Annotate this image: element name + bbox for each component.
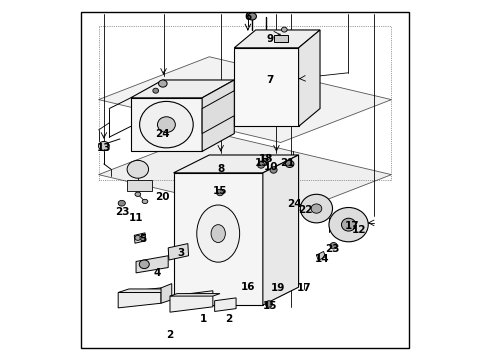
Ellipse shape	[217, 189, 223, 196]
Text: 1: 1	[200, 314, 208, 324]
Polygon shape	[98, 132, 392, 217]
Ellipse shape	[311, 204, 322, 213]
Text: 18: 18	[258, 154, 273, 163]
Ellipse shape	[270, 167, 277, 173]
Text: 21: 21	[281, 158, 295, 168]
Polygon shape	[131, 80, 234, 98]
Polygon shape	[298, 30, 320, 126]
Polygon shape	[173, 155, 298, 173]
Polygon shape	[202, 91, 234, 134]
Polygon shape	[234, 30, 320, 48]
Text: 20: 20	[156, 192, 170, 202]
Text: 24: 24	[155, 129, 170, 139]
Polygon shape	[273, 35, 288, 42]
Ellipse shape	[248, 13, 256, 20]
Polygon shape	[127, 180, 152, 191]
Ellipse shape	[140, 102, 193, 148]
Text: 19: 19	[270, 283, 285, 293]
Text: 17: 17	[345, 221, 360, 231]
Ellipse shape	[98, 141, 109, 151]
Ellipse shape	[330, 243, 337, 249]
Ellipse shape	[140, 235, 146, 240]
Text: 6: 6	[244, 13, 251, 22]
Text: 5: 5	[140, 234, 147, 244]
Polygon shape	[161, 284, 172, 303]
Ellipse shape	[266, 301, 272, 307]
Text: 14: 14	[315, 254, 329, 264]
Polygon shape	[263, 155, 298, 305]
Text: 10: 10	[264, 162, 278, 172]
Text: 11: 11	[129, 212, 143, 222]
Text: 3: 3	[177, 248, 184, 258]
Text: 16: 16	[241, 282, 255, 292]
Ellipse shape	[285, 160, 294, 167]
Polygon shape	[262, 154, 270, 161]
Text: 2: 2	[225, 314, 233, 324]
Polygon shape	[168, 244, 189, 260]
Polygon shape	[118, 288, 161, 308]
Polygon shape	[136, 256, 168, 273]
Ellipse shape	[142, 199, 148, 203]
Ellipse shape	[258, 162, 265, 168]
Polygon shape	[118, 289, 172, 293]
Text: 23: 23	[325, 244, 340, 253]
Polygon shape	[170, 291, 213, 312]
Text: 4: 4	[154, 268, 161, 278]
Text: 15: 15	[255, 158, 270, 168]
Polygon shape	[134, 233, 146, 243]
Text: 24: 24	[287, 199, 302, 209]
Ellipse shape	[127, 160, 148, 178]
Text: 13: 13	[97, 143, 111, 153]
Ellipse shape	[118, 201, 125, 206]
Polygon shape	[317, 251, 325, 260]
Polygon shape	[131, 98, 202, 152]
Ellipse shape	[342, 218, 356, 231]
Text: 15: 15	[263, 301, 277, 311]
Ellipse shape	[135, 235, 141, 240]
Ellipse shape	[135, 192, 141, 197]
Ellipse shape	[139, 260, 149, 269]
Ellipse shape	[197, 205, 240, 262]
Polygon shape	[173, 173, 263, 305]
Ellipse shape	[300, 194, 333, 223]
Text: 8: 8	[217, 164, 224, 174]
Polygon shape	[170, 294, 220, 296]
Ellipse shape	[281, 27, 287, 32]
Text: 12: 12	[352, 225, 367, 235]
Text: 23: 23	[116, 207, 130, 217]
Ellipse shape	[159, 80, 167, 87]
Text: 2: 2	[167, 330, 173, 341]
Ellipse shape	[153, 88, 159, 93]
Polygon shape	[234, 48, 298, 126]
Text: 22: 22	[298, 205, 313, 215]
Ellipse shape	[157, 117, 175, 132]
Text: 15: 15	[213, 186, 227, 197]
Ellipse shape	[329, 207, 368, 242]
Text: 7: 7	[267, 75, 274, 85]
Polygon shape	[215, 298, 236, 311]
Ellipse shape	[211, 225, 225, 243]
Text: 9: 9	[267, 34, 273, 44]
Polygon shape	[202, 80, 234, 152]
Polygon shape	[98, 57, 392, 143]
Text: 17: 17	[296, 283, 311, 293]
